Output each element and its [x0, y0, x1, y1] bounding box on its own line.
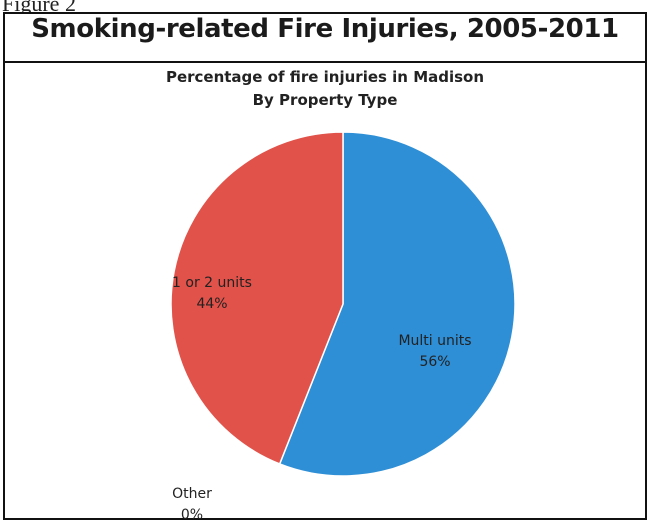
pie-slice-1-or-2-units [170, 131, 344, 465]
slice-label-other: Other [172, 486, 212, 502]
chart-title: Smoking-related Fire Injuries, 2005-2011 [31, 14, 619, 44]
title-divider [5, 61, 645, 63]
chart-subtitle-line-2: By Property Type [252, 91, 398, 109]
chart-subtitle-line-1: Percentage of fire injuries in Madison [165, 68, 485, 86]
pie-slices [170, 131, 516, 477]
pie-slice-multi-units [278, 131, 516, 477]
pie-labels: Multi units 56% Other 0% 1 or 2 units 44% [172, 275, 472, 523]
slice-percent-1-or-2-units: 44% [196, 296, 227, 312]
slice-percent-other: 0% [181, 507, 203, 523]
slice-label-1-or-2-units: 1 or 2 units [172, 275, 252, 291]
slice-percent-multi-units: 56% [419, 354, 450, 370]
slice-label-multi-units: Multi units [398, 333, 471, 349]
